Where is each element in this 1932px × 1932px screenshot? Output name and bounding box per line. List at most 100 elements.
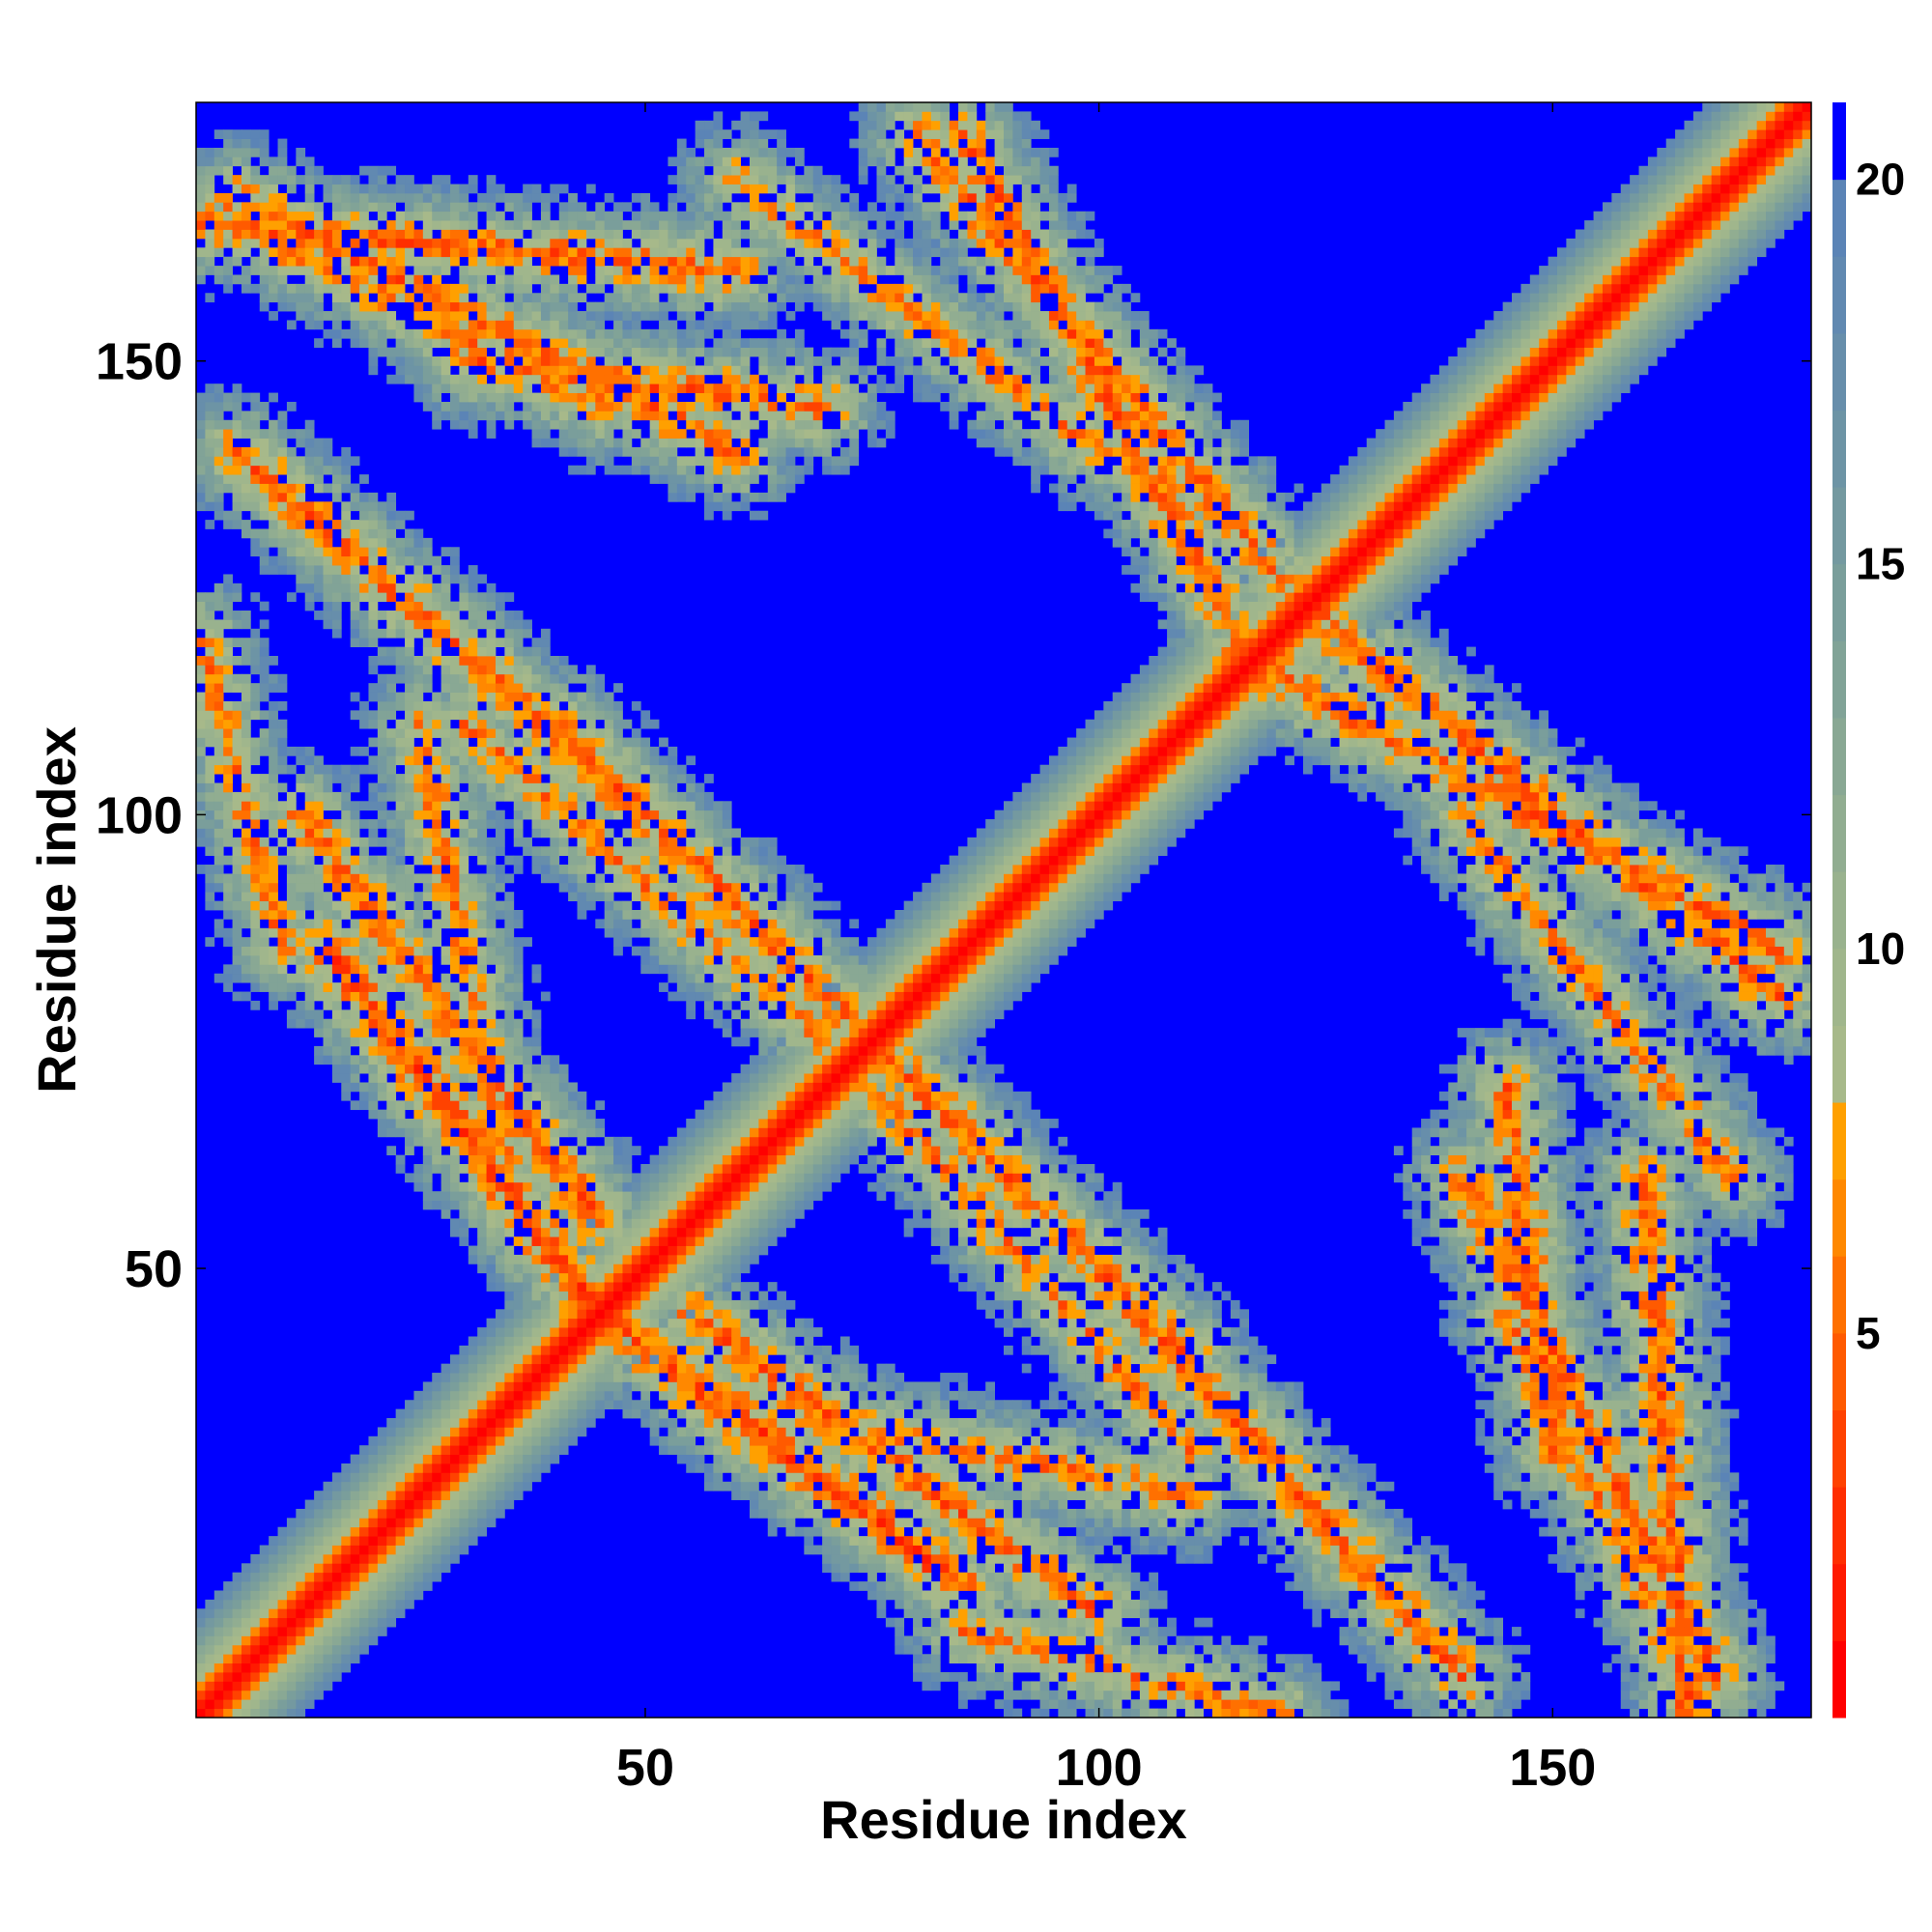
heatmap-cell [513, 266, 524, 275]
heatmap-cell [531, 1109, 542, 1120]
heatmap-cell [269, 782, 278, 793]
heatmap-cell [432, 1000, 442, 1010]
heatmap-cell [259, 266, 270, 275]
heatmap-cell [432, 266, 442, 275]
heatmap-cell [504, 646, 515, 657]
heatmap-cell [368, 238, 379, 248]
heatmap-cell [540, 1408, 551, 1419]
heatmap-cell [440, 692, 451, 702]
heatmap-cell [531, 828, 542, 838]
heatmap-cell [613, 1390, 623, 1401]
heatmap-cell [523, 220, 532, 230]
heatmap-cell [368, 165, 379, 176]
heatmap-cell [269, 510, 278, 521]
heatmap-cell [304, 537, 315, 548]
heatmap-cell [286, 293, 297, 303]
heatmap-cell [550, 374, 560, 384]
heatmap-cell [432, 1064, 442, 1074]
heatmap-cell [459, 919, 469, 929]
heatmap-cell [468, 810, 478, 820]
heatmap-cell [314, 574, 324, 584]
heatmap-cell [468, 1091, 478, 1101]
heatmap-cell [196, 411, 206, 421]
heatmap-cell [504, 301, 515, 312]
heatmap-cell [523, 419, 532, 430]
heatmap-cell [323, 900, 333, 911]
heatmap-cell [196, 791, 206, 802]
heatmap-cell [640, 1208, 651, 1219]
heatmap-cell [323, 274, 333, 285]
heatmap-cell [504, 1009, 515, 1020]
heatmap-cell [405, 611, 414, 620]
heatmap-cell [286, 165, 297, 176]
heatmap-cell [386, 1100, 397, 1111]
heatmap-cell [205, 810, 215, 820]
heatmap-cell [659, 1236, 668, 1246]
heatmap-cell [205, 646, 215, 657]
heatmap-cell [341, 220, 352, 230]
heatmap-cell [531, 719, 542, 729]
heatmap-cell [531, 320, 542, 330]
heatmap-cell [558, 320, 569, 330]
heatmap-cell [558, 401, 569, 412]
heatmap-cell [504, 910, 515, 920]
heatmap-cell [676, 1164, 687, 1174]
heatmap-cell [296, 982, 306, 992]
heatmap-cell [377, 1572, 387, 1582]
heatmap-cell [540, 1109, 551, 1120]
heatmap-cell [459, 1218, 469, 1229]
heatmap-cell [504, 719, 515, 729]
heatmap-cell [422, 256, 433, 267]
heatmap-cell [405, 1518, 414, 1528]
heatmap-cell [568, 1435, 578, 1446]
heatmap-cell [676, 1327, 687, 1337]
heatmap-cell [368, 837, 379, 847]
heatmap-cell [649, 882, 660, 893]
heatmap-cell [550, 274, 560, 285]
heatmap-cell [395, 1427, 406, 1437]
heatmap-cell [213, 746, 224, 756]
heatmap-cell [531, 1309, 542, 1320]
heatmap-cell [232, 910, 242, 920]
heatmap-cell [259, 1572, 270, 1582]
heatmap-cell [440, 266, 451, 275]
heatmap-cell [413, 828, 424, 838]
heatmap-cell [213, 700, 224, 711]
heatmap-cell [432, 1055, 442, 1065]
heatmap-cell [304, 229, 315, 240]
heatmap-cell [477, 192, 487, 203]
heatmap-cell [486, 1164, 497, 1174]
heatmap-cell [350, 220, 360, 230]
heatmap-cell [440, 665, 451, 675]
heatmap-cell [585, 728, 596, 738]
heatmap-cell [477, 673, 487, 684]
heatmap-cell [205, 1681, 215, 1691]
heatmap-cell [577, 764, 587, 775]
heatmap-cell [585, 719, 596, 729]
heatmap-cell [440, 211, 451, 221]
heatmap-cell [540, 1218, 551, 1229]
heatmap-cell [676, 238, 687, 248]
heatmap-cell [386, 356, 397, 366]
heatmap-cell [504, 1291, 515, 1301]
heatmap-cell [250, 873, 261, 884]
heatmap-cell [395, 1481, 406, 1492]
heatmap-cell [631, 446, 641, 457]
heatmap-cell [232, 1672, 242, 1682]
heatmap-cell [622, 301, 633, 312]
heatmap-cell [495, 1254, 505, 1264]
heatmap-cell [595, 1336, 606, 1347]
heatmap-cell [531, 673, 542, 684]
heatmap-cell [477, 683, 487, 693]
heatmap-cell [377, 1545, 387, 1555]
heatmap-cell [413, 954, 424, 965]
heatmap-cell [459, 1400, 469, 1410]
heatmap-cell [223, 782, 233, 793]
heatmap-cell [232, 865, 242, 874]
heatmap-cell [241, 655, 251, 666]
heatmap-cell [459, 828, 469, 838]
heatmap-cell [422, 1418, 433, 1428]
heatmap-cell [477, 1091, 487, 1101]
heatmap-cell [649, 202, 660, 213]
heatmap-cell [213, 165, 224, 176]
